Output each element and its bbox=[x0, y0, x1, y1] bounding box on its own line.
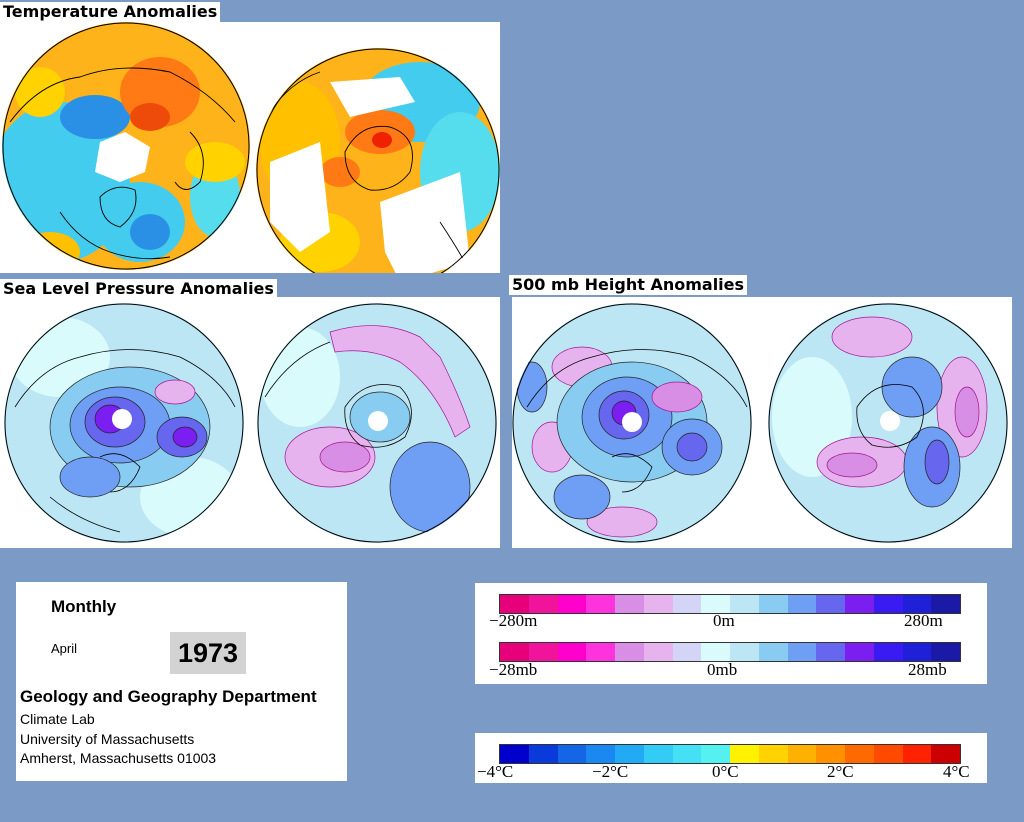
slp-panel bbox=[0, 297, 500, 548]
temperature-scale-swatch bbox=[701, 745, 730, 763]
temperature-scale-swatch bbox=[500, 745, 529, 763]
pressure-scale-swatch bbox=[500, 643, 529, 661]
temperature-scale-swatch bbox=[557, 745, 587, 763]
height-scale-swatch bbox=[557, 595, 587, 613]
lab-label: Climate Lab bbox=[20, 711, 95, 727]
pressure-max-label: 28mb bbox=[908, 660, 947, 679]
pressure-scale-swatch bbox=[758, 643, 788, 661]
pressure-scale-swatch bbox=[730, 643, 759, 661]
temperature-scale-swatch bbox=[931, 745, 960, 763]
height-scale-swatch bbox=[902, 595, 932, 613]
height-scale-swatch bbox=[873, 595, 903, 613]
temperature-scale-swatch bbox=[615, 745, 644, 763]
pressure-scale-swatch bbox=[701, 643, 730, 661]
temperature-scale-swatch bbox=[902, 745, 932, 763]
temperature-scale-swatch bbox=[643, 745, 673, 763]
height-scale-swatch bbox=[643, 595, 673, 613]
height-title: 500 mb Height Anomalies bbox=[509, 275, 748, 295]
address-label: Amherst, Massachusetts 01003 bbox=[20, 750, 217, 766]
temperature-title: Temperature Anomalies bbox=[0, 2, 221, 22]
height-min-label: −280m bbox=[489, 611, 538, 630]
height-panel bbox=[512, 297, 1012, 548]
slp-north-globe bbox=[4, 303, 244, 543]
temperature-scale-swatch bbox=[845, 745, 874, 763]
pressure-scale-swatch bbox=[586, 643, 615, 661]
temperature-south-globe bbox=[256, 48, 500, 273]
pressure-scale-swatch bbox=[643, 643, 673, 661]
height-scale-swatch bbox=[701, 595, 730, 613]
height-scale-swatch bbox=[500, 595, 529, 613]
pressure-colorbar bbox=[499, 642, 961, 662]
temp-label-neg2: −2°C bbox=[592, 762, 629, 781]
pressure-mid-label: 0mb bbox=[707, 660, 738, 679]
pressure-scale-swatch bbox=[873, 643, 903, 661]
period-label: Monthly bbox=[51, 597, 117, 616]
pressure-scale-swatch bbox=[845, 643, 874, 661]
temp-label-neg4: −4°C bbox=[477, 762, 514, 781]
university-label: University of Massachusetts bbox=[20, 731, 195, 747]
temperature-scale-swatch bbox=[730, 745, 759, 763]
temp-label-2: 2°C bbox=[827, 762, 854, 781]
temperature-scale-swatch bbox=[816, 745, 845, 763]
height-scale-swatch bbox=[845, 595, 874, 613]
temperature-scale-swatch bbox=[873, 745, 903, 763]
pressure-scale-swatch bbox=[931, 643, 960, 661]
height-scale-swatch bbox=[787, 595, 817, 613]
height-north-globe bbox=[512, 303, 752, 543]
temperature-scale-box: −4°C −2°C 0°C 2°C 4°C bbox=[475, 733, 987, 783]
temp-label-4: 4°C bbox=[943, 762, 970, 781]
year-badge: 1973 bbox=[170, 632, 246, 674]
height-scale-swatch bbox=[672, 595, 702, 613]
height-south-globe bbox=[768, 303, 1008, 543]
temperature-north-globe bbox=[2, 22, 250, 270]
temperature-scale-swatch bbox=[586, 745, 615, 763]
info-box: Monthly April 1973 Geology and Geography… bbox=[16, 582, 347, 781]
temperature-panel bbox=[0, 22, 500, 273]
pressure-scale-swatch bbox=[528, 643, 558, 661]
anomaly-scale-box: −280m 0m 280m −28mb 0mb 28mb bbox=[475, 583, 987, 684]
pressure-scale-swatch bbox=[615, 643, 644, 661]
height-colorbar bbox=[499, 594, 961, 614]
pressure-scale-swatch bbox=[672, 643, 702, 661]
height-scale-swatch bbox=[586, 595, 615, 613]
height-scale-swatch bbox=[816, 595, 845, 613]
temperature-colorbar bbox=[499, 744, 961, 764]
department-label: Geology and Geography Department bbox=[20, 687, 317, 706]
month-label: April bbox=[51, 641, 78, 656]
slp-south-globe bbox=[257, 303, 497, 543]
pressure-scale-swatch bbox=[557, 643, 587, 661]
temperature-scale-swatch bbox=[672, 745, 702, 763]
slp-title: Sea Level Pressure Anomalies bbox=[0, 279, 277, 299]
height-scale-swatch bbox=[528, 595, 558, 613]
pressure-scale-swatch bbox=[816, 643, 845, 661]
height-max-label: 280m bbox=[904, 611, 943, 630]
height-scale-swatch bbox=[931, 595, 960, 613]
temp-label-0: 0°C bbox=[712, 762, 739, 781]
temperature-scale-swatch bbox=[758, 745, 788, 763]
temperature-scale-swatch bbox=[528, 745, 558, 763]
temperature-scale-swatch bbox=[787, 745, 817, 763]
pressure-min-label: −28mb bbox=[489, 660, 538, 679]
pressure-scale-swatch bbox=[902, 643, 932, 661]
height-scale-swatch bbox=[730, 595, 759, 613]
height-mid-label: 0m bbox=[713, 611, 735, 630]
year-label: 1973 bbox=[177, 638, 239, 668]
height-scale-swatch bbox=[758, 595, 788, 613]
height-scale-swatch bbox=[615, 595, 644, 613]
pressure-scale-swatch bbox=[787, 643, 817, 661]
